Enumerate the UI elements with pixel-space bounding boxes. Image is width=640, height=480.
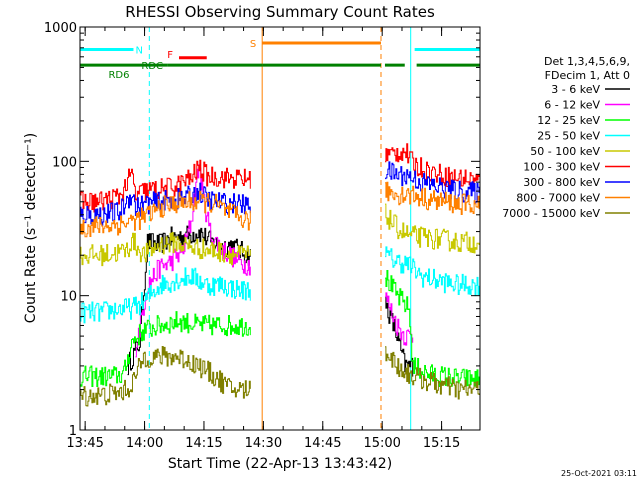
series-line-4-seg-1 bbox=[385, 203, 481, 254]
x-tick-label-0: 13:45 bbox=[66, 436, 103, 451]
legend-header-1: FDecim 1, Att 0 bbox=[545, 69, 630, 82]
series-line-3-seg-1 bbox=[385, 246, 481, 297]
series-line-4-seg-0 bbox=[80, 232, 251, 267]
legend-entry-label-7: 800 - 7000 keV bbox=[516, 192, 600, 205]
plot-frame bbox=[79, 26, 481, 431]
series-line-6-seg-0 bbox=[80, 182, 251, 226]
series-line-1-seg-1 bbox=[385, 292, 414, 346]
legend-entry-label-8: 7000 - 15000 keV bbox=[502, 207, 600, 220]
y-tick-label-2: 100 bbox=[52, 155, 77, 170]
x-tick-label-4: 14:45 bbox=[304, 436, 341, 451]
series-line-0-seg-0 bbox=[127, 225, 251, 376]
legend-entry-label-2: 12 - 25 keV bbox=[537, 114, 600, 127]
x-axis-label: Start Time (22-Apr-13 13:43:42) bbox=[168, 456, 392, 472]
series-line-2-seg-1 bbox=[385, 270, 481, 387]
legend-entry-label-6: 300 - 800 keV bbox=[523, 176, 600, 189]
x-tick-label-1: 14:00 bbox=[126, 436, 163, 451]
series-line-2-seg-0 bbox=[80, 311, 251, 387]
flag-label-3: RDC bbox=[141, 61, 163, 72]
series-line-5-seg-1 bbox=[385, 143, 481, 189]
legend-header-0: Det 1,3,4,5,6,9, bbox=[544, 55, 630, 68]
series-line-8-seg-0 bbox=[80, 346, 251, 407]
legend-entry-label-4: 50 - 100 keV bbox=[530, 145, 600, 158]
legend-entry-label-0: 3 - 6 keV bbox=[551, 83, 600, 96]
flag-label-1: F bbox=[167, 50, 173, 61]
x-tick-label-6: 15:15 bbox=[423, 436, 460, 451]
series-line-8-seg-1 bbox=[385, 346, 481, 400]
legend-entry-label-5: 100 - 300 keV bbox=[523, 161, 600, 174]
y-axis-label: Count Rate (s⁻¹ detector⁻¹) bbox=[23, 133, 39, 323]
series-line-7-seg-0 bbox=[80, 190, 251, 238]
series-line-6-seg-1 bbox=[385, 161, 481, 204]
y-tick-label-3: 1000 bbox=[44, 21, 77, 36]
series-line-7-seg-1 bbox=[385, 181, 481, 215]
x-tick-label-2: 14:15 bbox=[185, 436, 222, 451]
y-axis-label-text: Count Rate (s⁻¹ detector⁻¹) bbox=[23, 133, 39, 323]
y-tick-label-0: 1 bbox=[69, 424, 77, 439]
legend: Det 1,3,4,5,6,9,FDecim 1, Att 03 - 6 keV… bbox=[502, 55, 630, 220]
plot-layer: N F S RDC RD6 bbox=[79, 27, 481, 430]
flag-label-4: RD6 bbox=[108, 70, 129, 81]
series-line-3-seg-0 bbox=[80, 267, 251, 324]
legend-entry-label-3: 25 - 50 keV bbox=[537, 130, 600, 143]
chart-title: RHESSI Observing Summary Count Rates bbox=[125, 3, 435, 21]
legend-entry-label-1: 6 - 12 keV bbox=[544, 99, 600, 112]
axes-layer: 1 10 100 1000 13:45 14:00 14:15 14:30 14:45 15:00… bbox=[44, 21, 480, 451]
flag-label-0: N bbox=[135, 45, 142, 56]
y-tick-label-1: 10 bbox=[60, 290, 77, 305]
x-tick-label-5: 15:00 bbox=[363, 436, 400, 451]
x-tick-label-3: 14:30 bbox=[245, 436, 282, 451]
series-line-5-seg-0 bbox=[80, 159, 251, 213]
timestamp: 25-Oct-2021 03:11 bbox=[561, 469, 637, 478]
flag-label-2: S bbox=[250, 39, 256, 50]
